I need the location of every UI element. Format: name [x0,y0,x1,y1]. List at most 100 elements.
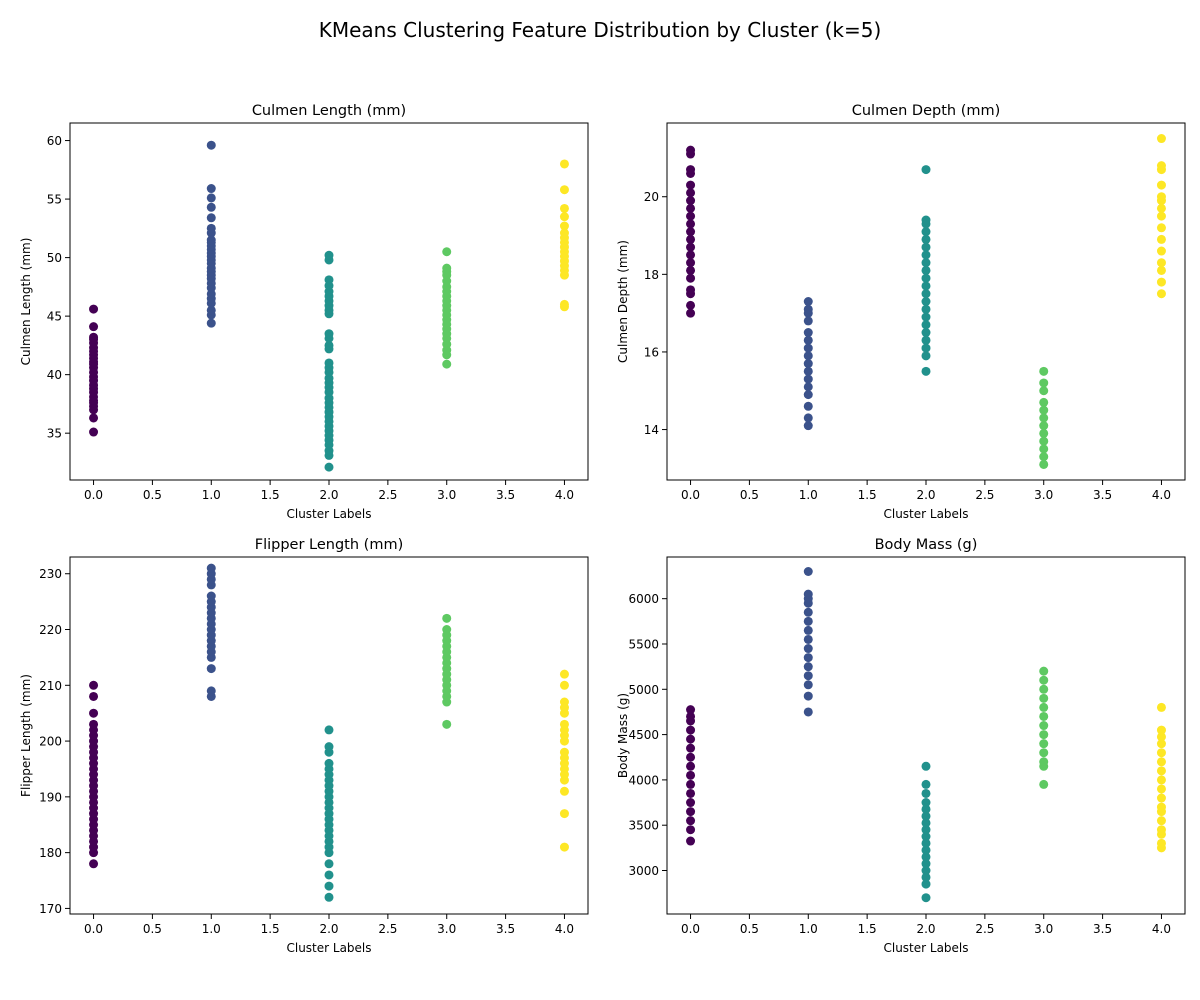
data-point-cluster-0 [686,250,696,260]
x-tick-label: 1.0 [202,922,221,936]
data-point-cluster-2 [324,250,334,260]
data-point-cluster-2 [324,329,334,339]
y-tick-label: 4500 [628,728,659,742]
data-point-cluster-3 [1039,757,1049,767]
data-point-cluster-4 [1156,234,1166,244]
x-tick-label: 4.0 [555,922,574,936]
data-point-cluster-3 [1039,366,1049,376]
data-point-cluster-1 [803,401,813,411]
data-point-cluster-2 [324,870,334,880]
data-point-cluster-0 [686,258,696,268]
x-tick-label: 3.5 [1093,922,1112,936]
data-point-cluster-1 [803,328,813,338]
x-tick-label: 4.0 [1152,922,1171,936]
y-tick-label: 200 [39,735,62,749]
subplot-3: 0.0 0.5 1.0 1.5 2.0 2.5 3.0 3.5 4.0 170 180 190 200 2… [19,537,589,955]
data-point-cluster-2 [921,859,931,869]
data-point-cluster-0 [686,825,696,835]
data-point-cluster-2 [921,779,931,789]
data-point-cluster-2 [324,462,334,472]
data-point-cluster-3 [1039,405,1049,415]
data-point-cluster-3 [1039,666,1049,676]
data-point-cluster-0 [89,691,99,701]
data-point-cluster-2 [921,215,931,225]
y-tick-label: 210 [39,679,62,693]
x-tick-label: 4.0 [1152,488,1171,502]
data-point-cluster-0 [686,743,696,753]
data-point-cluster-2 [921,872,931,882]
data-point-cluster-4 [559,228,569,238]
data-point-cluster-1 [803,566,813,576]
data-point-cluster-2 [921,351,931,361]
subplot-1: 0.0 0.5 1.0 1.5 2.0 2.5 3.0 3.5 4.0 35 40 45 50 55 60 C… [19,103,589,521]
data-point-cluster-3 [1039,779,1049,789]
data-point-cluster-0 [686,188,696,198]
data-point-cluster-0 [686,180,696,190]
data-point-cluster-1 [206,184,216,194]
y-tick-label: 55 [47,193,62,207]
data-point-cluster-4 [1156,766,1166,776]
y-axis-label: Body Mass (g) [616,693,630,778]
x-axis-label: Cluster Labels [286,507,371,521]
data-point-cluster-1 [206,591,216,601]
x-tick-label: 0.5 [740,488,759,502]
x-tick-label: 3.5 [1093,488,1112,502]
subplot-title: Body Mass (g) [875,537,978,553]
data-point-cluster-4 [1156,265,1166,275]
data-point-cluster-0 [686,145,696,155]
data-point-cluster-3 [1039,748,1049,758]
data-point-cluster-2 [921,250,931,260]
data-point-cluster-3 [1039,711,1049,721]
data-point-cluster-4 [1156,784,1166,794]
data-point-cluster-2 [324,742,334,752]
y-tick-label: 45 [47,310,62,324]
y-tick-label: 220 [39,623,62,637]
data-point-cluster-4 [559,212,569,222]
data-point-cluster-2 [324,725,334,735]
y-axis-label: Culmen Depth (mm) [616,240,630,363]
x-tick-label: 2.5 [975,488,994,502]
data-point-cluster-2 [921,893,931,903]
data-point-cluster-2 [921,866,931,876]
data-point-cluster-2 [921,818,931,828]
y-tick-label: 5000 [628,683,659,697]
data-point-cluster-4 [559,203,569,213]
y-tick-label: 230 [39,567,62,581]
x-tick-label: 2.0 [319,488,338,502]
data-point-cluster-4 [559,747,569,757]
data-point-cluster-1 [206,193,216,203]
data-point-cluster-1 [206,213,216,223]
data-point-cluster-0 [89,708,99,718]
data-point-cluster-1 [803,707,813,717]
data-point-cluster-1 [803,607,813,617]
x-tick-label: 3.0 [1034,922,1053,936]
y-tick-label: 4000 [628,773,659,787]
data-point-cluster-4 [559,697,569,707]
data-point-cluster-4 [559,842,569,852]
x-tick-label: 2.5 [378,922,397,936]
data-point-cluster-3 [1039,693,1049,703]
data-point-cluster-4 [1156,748,1166,758]
subplot-title: Culmen Depth (mm) [852,103,1001,119]
x-tick-label: 3.5 [496,488,515,502]
data-point-cluster-4 [1156,739,1166,749]
data-point-cluster-1 [803,343,813,353]
data-point-cluster-4 [1156,180,1166,190]
y-tick-label: 3500 [628,819,659,833]
y-tick-label: 3000 [628,864,659,878]
data-point-cluster-2 [921,335,931,345]
y-tick-label: 170 [39,902,62,916]
data-point-cluster-2 [921,832,931,842]
data-points [89,140,569,472]
x-tick-label: 0.5 [740,922,759,936]
y-tick-label: 18 [644,268,659,282]
subplot-2: 0.0 0.5 1.0 1.5 2.0 2.5 3.0 3.5 4.0 14 16 18 20 Culme… [616,103,1186,521]
x-tick-label: 2.5 [378,488,397,502]
data-point-cluster-4 [1156,258,1166,268]
subplot-title: Culmen Length (mm) [252,103,406,119]
y-tick-label: 20 [644,190,659,204]
data-point-cluster-2 [324,892,334,902]
data-point-cluster-2 [921,804,931,814]
data-point-cluster-0 [686,798,696,808]
data-point-cluster-0 [686,734,696,744]
